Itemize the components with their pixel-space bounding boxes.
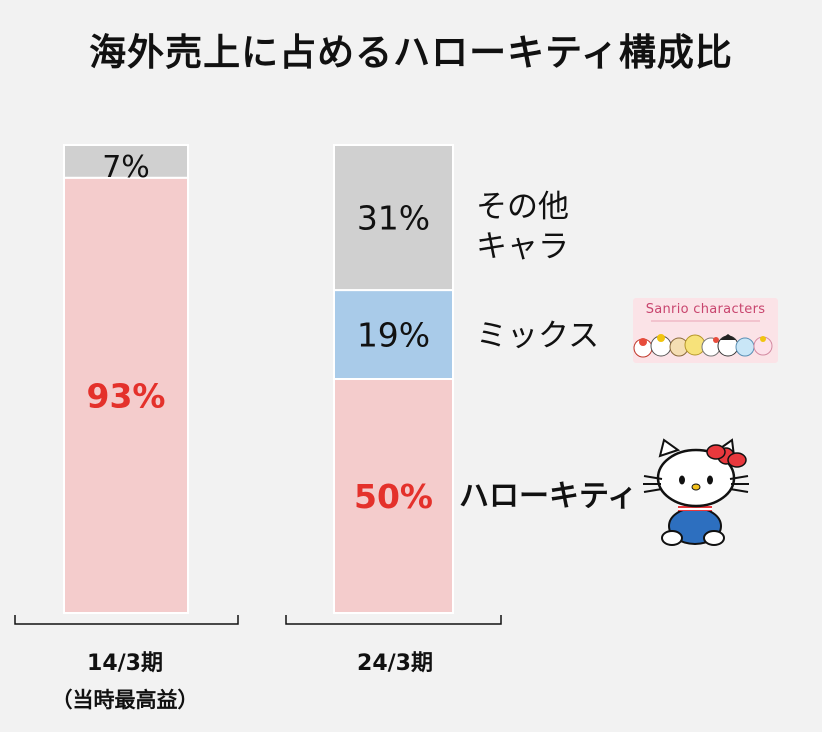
legend-other-line1: その他 xyxy=(476,189,569,225)
x-tick-label-14-3: 14/3期 xyxy=(87,651,163,676)
data-label-hello-kitty-0: 93% xyxy=(87,376,166,415)
legend-hello-kitty: ハローキティ xyxy=(459,479,638,514)
legend-other-line2: キャラ xyxy=(476,229,569,265)
bar-segment-other-1 xyxy=(333,144,454,292)
x-tick-label-24-3: 24/3期 xyxy=(357,651,433,676)
x-tick-note-14-3: （当時最高益） xyxy=(51,688,199,712)
data-label-other-0: 7% xyxy=(102,150,150,185)
sanrio-characters-logo-text: Sanrio characters xyxy=(645,302,766,317)
bar-segment-mix-1 xyxy=(333,289,454,380)
data-label-other-1: 31% xyxy=(357,199,430,238)
bar-segment-other-0 xyxy=(63,144,189,179)
sanrio-characters-group-icon xyxy=(633,320,773,358)
x-axis-bracket-0 xyxy=(14,615,239,625)
data-label-hello-kitty-1: 50% xyxy=(354,477,433,516)
data-label-mix-1: 19% xyxy=(357,316,430,355)
bar-segment-hello-kitty-0 xyxy=(63,176,189,614)
chart-title: 海外売上に占めるハローキティ構成比 xyxy=(89,31,733,74)
legend-mix: ミックス xyxy=(476,318,600,354)
bar-segment-hello-kitty-1 xyxy=(333,378,454,614)
hello-kitty-illustration xyxy=(643,438,749,546)
sanrio-characters-image: Sanrio characters xyxy=(633,298,778,363)
x-axis-bracket-1 xyxy=(285,615,502,625)
